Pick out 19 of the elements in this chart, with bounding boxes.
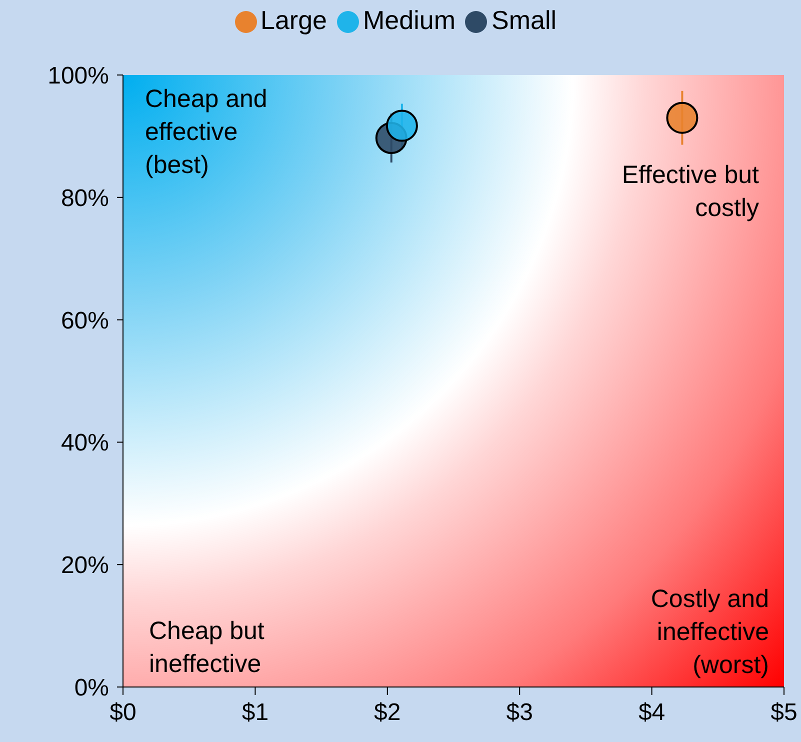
y-tick-label: 80% — [60, 184, 109, 212]
annotation: Cheap but ineffective — [149, 616, 266, 680]
legend-label: Small — [491, 5, 556, 35]
y-tick-label: 100% — [48, 62, 109, 90]
annotation: Cheap and effective (best) — [145, 84, 268, 181]
legend-label: Large — [260, 5, 327, 35]
y-tick-label: 40% — [60, 430, 109, 457]
x-tick-label: $0 — [110, 699, 136, 726]
y-tick-label: 0% — [74, 674, 109, 702]
x-tick-label: $3 — [506, 699, 533, 726]
x-tick-label: $1 — [242, 699, 269, 726]
x-tick-label: $2 — [374, 699, 401, 726]
legend-label: Medium — [363, 5, 456, 35]
y-tick-label: 20% — [60, 552, 109, 580]
x-tick-label: $4 — [638, 699, 666, 726]
annotation: Effective but costly — [620, 160, 759, 224]
y-tick-label: 60% — [60, 307, 109, 334]
x-tick-label: $5 — [770, 699, 798, 726]
annotation: Costly and ineffective (worst) — [650, 584, 769, 681]
